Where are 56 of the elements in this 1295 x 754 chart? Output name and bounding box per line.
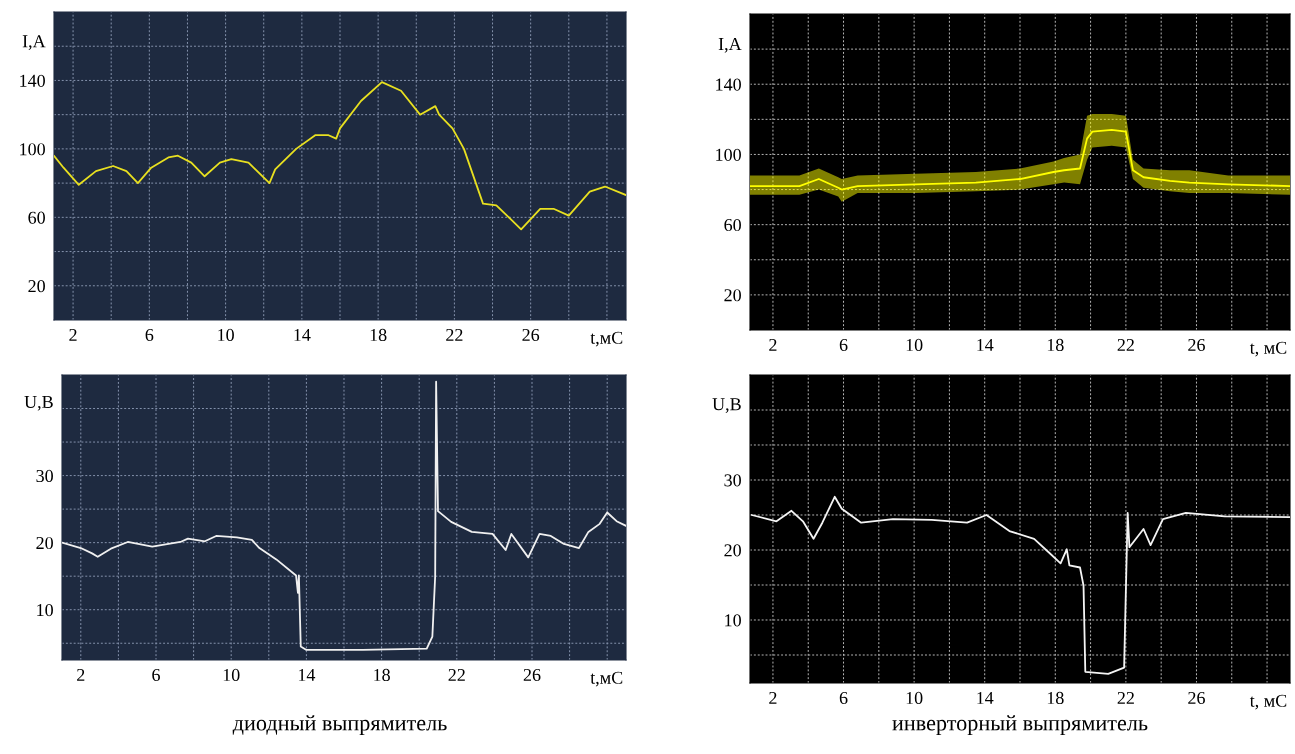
y-tick-label: 60 [724,218,741,232]
x-tick-label: 6 [145,328,154,342]
text: диодный выпрямитель [232,715,447,736]
x-tick-label: 14 [294,328,311,341]
text: инверторный выпрямитель [892,715,1148,736]
y-axis-title: I,A [718,38,742,53]
line-series [62,380,626,651]
y-tick-label: 30 [36,469,53,483]
x-tick-label: 14 [977,338,994,351]
line-series [750,128,1290,191]
x-axis-title: t,мС [590,331,623,347]
y-tick-label: 60 [28,211,45,224]
x-axis-title: t, мС [1249,694,1287,710]
x-tick-label: 2 [769,338,777,351]
y-axis-title: U,B [24,396,53,411]
x-tick-label: 18 [370,328,387,342]
x-tick-label: 18 [1047,338,1064,352]
y-tick-label: 30 [724,474,741,487]
x-tick-label: 26 [1188,691,1205,705]
y-tick-label: 20 [36,536,53,550]
x-tick-label: 14 [977,691,994,704]
x-tick-label: 26 [523,668,541,682]
x-tick-label: 10 [223,668,240,682]
y-tick-label: 10 [37,603,53,617]
x-tick-label: 6 [839,691,848,705]
y-tick-label: 140 [716,78,741,91]
x-axis-title: t,мС [590,671,623,687]
y-axis-title: I,A [22,35,46,50]
line-series [54,81,626,231]
x-tick-label: 22 [446,328,463,341]
x-tick-label: 18 [1047,691,1064,705]
x-tick-label: 2 [77,668,85,681]
y-tick-label: 140 [20,74,45,87]
x-tick-label: 26 [522,328,540,342]
x-tick-label: 6 [839,338,848,352]
y-tick-label: 100 [716,148,741,161]
line-series [750,495,1290,675]
x-axis-title: t, мС [1249,341,1287,357]
x-tick-label: 14 [298,668,316,681]
x-tick-label: 22 [1117,338,1134,351]
x-tick-label: 10 [906,691,923,705]
x-tick-label: 6 [152,668,160,682]
x-tick-label: 22 [448,668,465,681]
x-tick-label: 18 [374,668,390,682]
y-tick-label: 20 [724,544,741,557]
x-tick-label: 22 [1117,691,1134,704]
x-tick-label: 26 [1188,338,1205,352]
y-tick-label: 100 [20,143,45,156]
y-tick-label: 10 [725,614,741,627]
x-tick-label: 10 [906,338,923,352]
x-tick-label: 2 [769,691,777,704]
y-tick-label: 20 [28,280,45,293]
x-tick-label: 2 [69,328,77,341]
y-tick-label: 20 [724,289,741,302]
y-axis-title: U,B [712,398,741,413]
x-tick-label: 10 [218,328,234,342]
